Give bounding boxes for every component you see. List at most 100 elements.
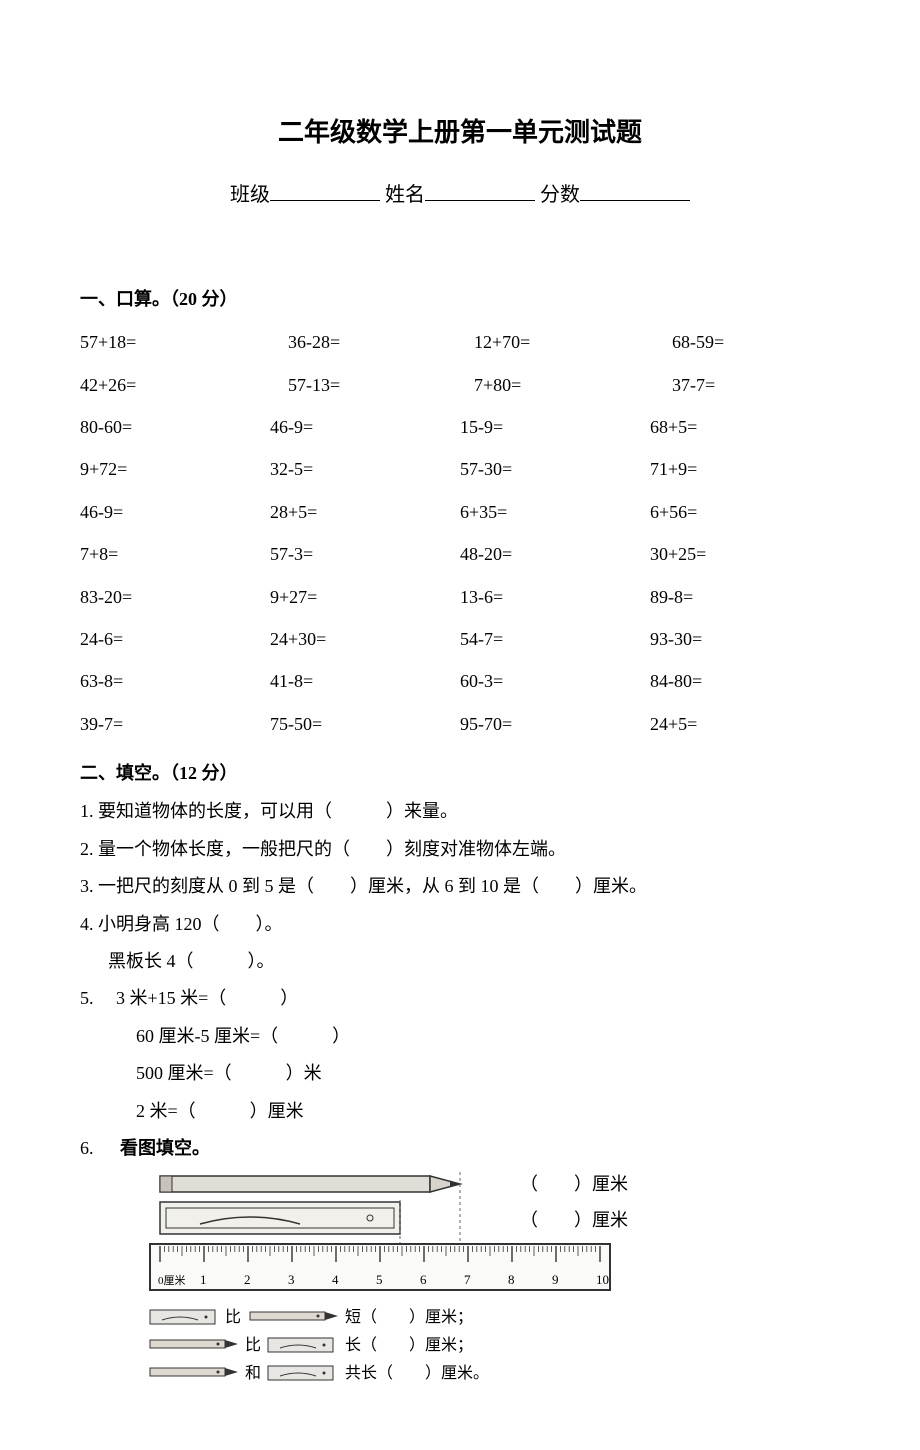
calc-cell: 41-8= [270, 660, 460, 702]
svg-text:10: 10 [596, 1272, 609, 1287]
calc-cell: 6+56= [650, 491, 840, 533]
score-label: 分数 [540, 184, 580, 206]
svg-text:长（ ）厘米；: 长（ ）厘米； [345, 1336, 473, 1354]
name-label: 姓名 [385, 184, 425, 206]
svg-text:3: 3 [288, 1272, 295, 1287]
calc-cell: 71+9= [650, 448, 840, 490]
calc-cell: 15-9= [460, 406, 650, 448]
calc-cell: 60-3= [460, 660, 650, 702]
calc-row: 57+18=36-28=12+70=68-59= [80, 321, 840, 363]
calc-cell: 7+8= [80, 533, 270, 575]
ruler-zero-label: 0厘米 [158, 1274, 186, 1287]
svg-text:6: 6 [420, 1272, 427, 1287]
calc-row: 63-8=41-8=60-3=84-80= [80, 660, 840, 702]
calc-cell: 9+27= [270, 576, 460, 618]
svg-text:比: 比 [225, 1308, 241, 1326]
calc-cell: 30+25= [650, 533, 840, 575]
calc-cell: 89-8= [650, 576, 840, 618]
class-label: 班级 [230, 184, 270, 206]
calc-cell: 84-80= [650, 660, 840, 702]
svg-text:9: 9 [552, 1272, 559, 1287]
q6-header: 看图填空。 [120, 1132, 840, 1164]
calc-cell: 42+26= [80, 364, 270, 406]
ruler-diagram: （ ）厘米 （ ）厘米 1 2 3 4 5 6 7 8 9 10 0厘米 比 [120, 1170, 660, 1410]
calc-row: 39-7=75-50=95-70=24+5= [80, 703, 840, 745]
svg-text:和: 和 [245, 1364, 261, 1382]
calc-cell: 68+5= [650, 406, 840, 448]
calc-cell: 24+30= [270, 618, 460, 660]
calc-cell: 68-59= [650, 321, 840, 363]
calc-row: 80-60=46-9=15-9=68+5= [80, 406, 840, 448]
score-blank [580, 181, 690, 201]
calc-cell: 12+70= [460, 321, 650, 363]
calc-cell: 7+80= [460, 364, 650, 406]
q3: 3. 一把尺的刻度从 0 到 5 是（ ）厘米，从 6 到 10 是（ ）厘米。 [80, 870, 840, 902]
q5b: 60 厘米-5 厘米=（ ） [80, 1020, 840, 1052]
calc-cell: 63-8= [80, 660, 270, 702]
calc-cell: 32-5= [270, 448, 460, 490]
svg-text:短（ ）厘米；: 短（ ）厘米； [345, 1308, 473, 1326]
class-blank [270, 181, 380, 201]
q5a: 5. 3 米+15 米=（ ） [80, 982, 840, 1014]
q4b: 黑板长 4（ ）。 [80, 945, 840, 977]
page-title: 二年级数学上册第一单元测试题 [80, 110, 840, 157]
calc-cell: 6+35= [460, 491, 650, 533]
q6-image-area: 看图填空。 （ ）厘米 （ ）厘米 1 2 [120, 1132, 840, 1410]
q6-row: 6. 看图填空。 （ ）厘米 （ ）厘米 [80, 1132, 840, 1410]
calc-cell: 24+5= [650, 703, 840, 745]
calc-cell: 75-50= [270, 703, 460, 745]
calc-table: 57+18=36-28=12+70=68-59=42+26=57-13=7+80… [80, 321, 840, 745]
calc-row: 42+26=57-13=7+80=37-7= [80, 364, 840, 406]
svg-text:2: 2 [244, 1272, 251, 1287]
calc-cell: 83-20= [80, 576, 270, 618]
info-line: 班级 姓名 分数 [80, 177, 840, 213]
compare-line-1: 比 短（ ）厘米； [150, 1308, 473, 1326]
calc-cell: 95-70= [460, 703, 650, 745]
compare-line-2: 比 长（ ）厘米； [150, 1336, 473, 1354]
q5c: 500 厘米=（ ）米 [80, 1057, 840, 1089]
q6-num: 6. [80, 1132, 120, 1164]
q1: 1. 要知道物体的长度，可以用（ ）来量。 [80, 795, 840, 827]
svg-text:比: 比 [245, 1336, 261, 1354]
svg-text:1: 1 [200, 1272, 207, 1287]
calc-cell: 28+5= [270, 491, 460, 533]
calc-cell: 57+18= [80, 321, 270, 363]
calc-cell: 57-3= [270, 533, 460, 575]
compare-line-3: 和 共长（ ）厘米。 [150, 1364, 489, 1382]
eraser-label: （ ）厘米 [520, 1210, 628, 1230]
calc-row: 9+72=32-5=57-30=71+9= [80, 448, 840, 490]
calc-cell: 57-30= [460, 448, 650, 490]
calc-cell: 37-7= [650, 364, 840, 406]
svg-text:4: 4 [332, 1272, 339, 1287]
calc-cell: 13-6= [460, 576, 650, 618]
pencil-label: （ ）厘米 [520, 1174, 628, 1194]
calc-cell: 24-6= [80, 618, 270, 660]
ruler-icon: 1 2 3 4 5 6 7 8 9 10 0厘米 [150, 1244, 610, 1290]
eraser-box-icon [160, 1202, 400, 1234]
svg-text:7: 7 [464, 1272, 471, 1287]
calc-row: 83-20=9+27=13-6=89-8= [80, 576, 840, 618]
calc-cell: 46-9= [270, 406, 460, 448]
name-blank [425, 181, 535, 201]
q5d: 2 米=（ ）厘米 [80, 1095, 840, 1127]
svg-text:5: 5 [376, 1272, 383, 1287]
calc-cell: 36-28= [270, 321, 460, 363]
svg-text:共长（ ）厘米。: 共长（ ）厘米。 [345, 1364, 489, 1382]
calc-cell: 9+72= [80, 448, 270, 490]
calc-cell: 54-7= [460, 618, 650, 660]
calc-cell: 46-9= [80, 491, 270, 533]
calc-cell: 93-30= [650, 618, 840, 660]
pencil-icon [160, 1176, 460, 1192]
section1-header: 一、口算。（20 分） [80, 283, 840, 315]
section2-header: 二、填空。（12 分） [80, 757, 840, 789]
svg-text:8: 8 [508, 1272, 515, 1287]
calc-cell: 57-13= [270, 364, 460, 406]
calc-row: 46-9=28+5=6+35=6+56= [80, 491, 840, 533]
calc-cell: 80-60= [80, 406, 270, 448]
calc-row: 7+8=57-3=48-20=30+25= [80, 533, 840, 575]
q2: 2. 量一个物体长度，一般把尺的（ ）刻度对准物体左端。 [80, 833, 840, 865]
calc-row: 24-6=24+30=54-7=93-30= [80, 618, 840, 660]
calc-cell: 48-20= [460, 533, 650, 575]
q4a: 4. 小明身高 120（ ）。 [80, 908, 840, 940]
calc-cell: 39-7= [80, 703, 270, 745]
